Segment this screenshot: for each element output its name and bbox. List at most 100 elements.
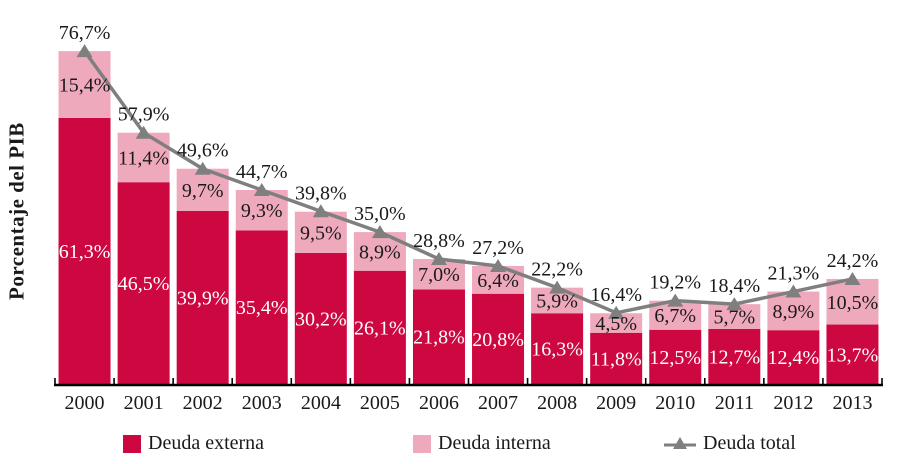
bar-segment-deuda-externa — [176, 210, 229, 384]
deuda-total-marker-icon — [194, 161, 211, 175]
deuda-total-value-label: 16,4% — [590, 284, 642, 306]
chart-legend: Deuda externa Deuda interna Deuda total — [0, 430, 917, 460]
deuda-total-value-label: 19,2% — [649, 272, 701, 294]
deuda-interna-value-label: 15,4% — [59, 75, 111, 97]
x-axis-year-label: 2004 — [301, 392, 341, 414]
deuda-total-marker-icon — [253, 183, 270, 197]
bar-segment-deuda-interna — [117, 132, 170, 183]
x-axis-year-label: 2010 — [655, 392, 695, 414]
stacked-bar-line-chart: 76,7% 15,4% 61,3% 2000 57,9% 11,4% 46,5% 2001 49… — [54, 22, 883, 414]
deuda-interna-value-label: 5,7% — [713, 307, 755, 329]
deuda-externa-value-label: 16,3% — [531, 339, 583, 361]
legend-label-deuda-interna: Deuda interna — [438, 432, 551, 454]
deuda-interna-value-label: 4,5% — [595, 313, 637, 335]
deuda-total-value-label: 18,4% — [708, 275, 760, 297]
x-axis-year-label: 2001 — [124, 392, 164, 414]
legend-item-deuda-externa: Deuda externa — [123, 432, 264, 455]
bar-segment-deuda-interna — [590, 313, 643, 333]
bar-segment-deuda-externa — [767, 330, 820, 384]
deuda-total-marker-icon — [430, 252, 447, 266]
deuda-externa-value-label: 35,4% — [236, 297, 288, 319]
deuda-total-value-label: 22,2% — [531, 259, 583, 281]
bar-segment-deuda-externa — [826, 324, 879, 384]
bar-segment-deuda-interna — [58, 51, 111, 118]
legend-item-deuda-interna: Deuda interna — [413, 432, 551, 455]
deuda-total-line-marker-icon — [664, 436, 696, 449]
deuda-total-value-label: 21,3% — [768, 263, 820, 285]
x-axis-year-label: 2006 — [419, 392, 459, 414]
deuda-interna-value-label: 6,4% — [477, 270, 519, 292]
x-axis-year-label: 2002 — [183, 392, 223, 414]
bar-segment-deuda-externa — [235, 230, 288, 384]
deuda-total-value-label: 44,7% — [236, 161, 288, 183]
deuda-externa-swatch-icon — [123, 434, 141, 453]
deuda-total-marker-icon — [312, 204, 329, 218]
bar-segment-deuda-externa — [353, 270, 406, 384]
deuda-total-marker-icon — [667, 293, 684, 307]
deuda-externa-value-label: 12,5% — [649, 347, 701, 369]
legend-label-deuda-total: Deuda total — [703, 432, 796, 454]
deuda-total-marker-icon — [726, 297, 743, 311]
deuda-externa-value-label: 61,3% — [59, 241, 111, 263]
deuda-interna-value-label: 7,0% — [418, 264, 460, 286]
bar-segment-deuda-interna — [826, 278, 879, 325]
deuda-interna-value-label: 10,5% — [827, 292, 879, 314]
x-axis-year-label: 2011 — [715, 392, 754, 414]
x-axis-year-label: 2012 — [773, 392, 813, 414]
deuda-interna-value-label: 8,9% — [773, 301, 815, 323]
deuda-externa-value-label: 13,7% — [827, 344, 879, 366]
deuda-total-value-label: 35,0% — [354, 203, 406, 225]
deuda-total-marker-icon — [608, 305, 625, 319]
deuda-externa-value-label: 20,8% — [472, 329, 524, 351]
deuda-externa-value-label: 12,4% — [768, 347, 820, 369]
deuda-total-value-label: 76,7% — [59, 22, 111, 44]
bar-segment-deuda-externa — [412, 289, 465, 384]
deuda-interna-value-label: 11,4% — [118, 147, 169, 169]
deuda-total-value-label: 28,8% — [413, 230, 465, 252]
deuda-interna-value-label: 9,7% — [182, 180, 224, 202]
x-axis-year-label: 2013 — [832, 392, 872, 414]
bar-segment-deuda-externa — [531, 313, 584, 384]
deuda-interna-value-label: 5,9% — [536, 290, 578, 312]
deuda-total-marker-icon — [135, 125, 152, 139]
deuda-externa-value-label: 30,2% — [295, 308, 347, 330]
x-axis-year-label: 2007 — [478, 392, 518, 414]
deuda-total-marker-icon — [490, 258, 507, 272]
x-axis-year-label: 2003 — [242, 392, 282, 414]
x-axis-year-label: 2005 — [360, 392, 400, 414]
deuda-externa-value-label: 12,7% — [708, 346, 760, 368]
deuda-externa-value-label: 26,1% — [354, 317, 406, 339]
deuda-total-value-label: 24,2% — [827, 250, 879, 272]
deuda-total-value-label: 57,9% — [118, 104, 170, 126]
legend-item-deuda-total: Deuda total — [664, 432, 796, 455]
deuda-total-value-label: 27,2% — [472, 237, 524, 259]
deuda-interna-value-label: 8,9% — [359, 241, 401, 263]
deuda-externa-value-label: 21,8% — [413, 327, 465, 349]
x-axis-year-label: 2009 — [596, 392, 636, 414]
legend-label-deuda-externa: Deuda externa — [148, 432, 265, 454]
deuda-total-marker-icon — [76, 44, 93, 58]
deuda-externa-value-label: 39,9% — [177, 287, 229, 309]
bar-segment-deuda-externa — [649, 329, 702, 384]
x-axis-year-label: 2008 — [537, 392, 577, 414]
bar-segment-deuda-externa — [58, 117, 111, 384]
bar-segment-deuda-externa — [708, 328, 761, 384]
deuda-total-marker-icon — [844, 271, 861, 285]
bar-segment-deuda-externa — [294, 252, 347, 384]
deuda-externa-value-label: 11,8% — [591, 348, 642, 370]
deuda-total-value-label: 49,6% — [177, 140, 229, 162]
deuda-interna-value-label: 9,5% — [300, 222, 342, 244]
bar-segment-deuda-externa — [472, 293, 525, 384]
x-axis-year-label: 2000 — [65, 392, 105, 414]
deuda-interna-value-label: 6,7% — [654, 305, 696, 327]
deuda-total-marker-icon — [371, 225, 388, 239]
deuda-interna-swatch-icon — [413, 434, 431, 453]
deuda-total-line — [83, 50, 853, 315]
deuda-total-marker-icon — [785, 284, 802, 298]
deuda-interna-value-label: 9,3% — [241, 200, 283, 222]
deuda-total-marker-icon — [549, 280, 566, 294]
deuda-externa-value-label: 46,5% — [118, 273, 170, 295]
bar-segment-deuda-externa — [590, 332, 643, 384]
deuda-total-value-label: 39,8% — [295, 182, 347, 204]
